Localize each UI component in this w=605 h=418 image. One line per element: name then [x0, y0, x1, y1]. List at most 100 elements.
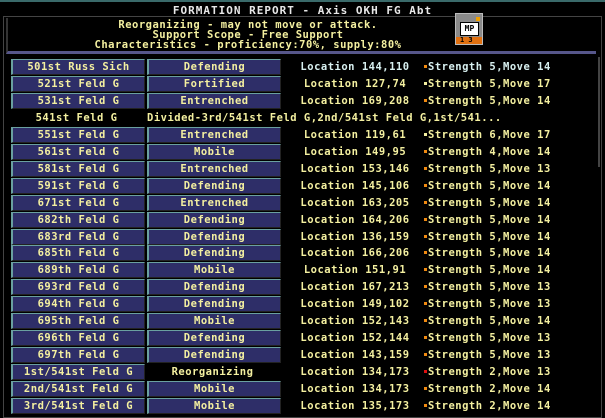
- unit-status-button[interactable]: Fortified: [147, 75, 281, 92]
- unit-location: Location 163,205: [300, 196, 410, 209]
- unit-name-button[interactable]: 3rd/541st Feld G: [11, 398, 145, 414]
- unit-strength: Strength 2,Move 14: [428, 400, 551, 412]
- unit-strength: Strength 5,Move 14: [428, 179, 551, 192]
- unit-strength: Strength 5,Move 14: [428, 315, 551, 328]
- unit-status-button[interactable]: Entrenched: [147, 194, 281, 211]
- unit-strength: Strength 5,Move 17: [428, 77, 551, 90]
- mp-unit-icon[interactable]: MP 1 3: [455, 13, 483, 45]
- formation-row[interactable]: 521st Feld G Fortified Location 127,74 Stre…: [11, 75, 601, 92]
- unit-strength: Strength 5,Move 14: [428, 247, 551, 260]
- unit-status-button[interactable]: Mobile: [147, 398, 281, 414]
- unit-strength: Strength 5,Move 14: [428, 94, 551, 107]
- unit-strength: Strength 5,Move 14: [428, 61, 551, 73]
- formation-row[interactable]: 2nd/541st Feld G Mobile Location 134,173 St…: [11, 381, 601, 398]
- unit-indicator-icon: [476, 17, 480, 21]
- unit-status-button[interactable]: Defending: [147, 330, 281, 347]
- formation-row[interactable]: 501st Russ Sich Defending Location 144,110…: [11, 59, 601, 75]
- unit-name[interactable]: 541st Feld G: [35, 111, 118, 124]
- status-bullet-icon: [424, 234, 427, 238]
- unit-name-button[interactable]: 2nd/541st Feld G: [11, 381, 145, 398]
- unit-status-button[interactable]: Entrenched: [147, 126, 281, 143]
- unit-name-button[interactable]: 501st Russ Sich: [11, 59, 145, 75]
- formation-row[interactable]: 561st Feld G Mobile Location 149,95 Strengt…: [11, 143, 601, 160]
- unit-status-button[interactable]: Defending: [147, 245, 281, 262]
- unit-strength: Strength 5,Move 14: [428, 230, 551, 243]
- status-bullet-icon: [424, 166, 427, 170]
- status-bullet-icon: [424, 65, 427, 68]
- unit-name-button[interactable]: 521st Feld G: [11, 75, 145, 92]
- unit-status-button[interactable]: Defending: [147, 228, 281, 245]
- unit-status-button[interactable]: Mobile: [147, 143, 281, 160]
- formation-row[interactable]: 551st Feld G Entrenched Location 119,61 Str…: [11, 126, 601, 143]
- unit-name-button[interactable]: 551st Feld G: [11, 126, 145, 143]
- unit-strength: Strength 5,Move 14: [428, 213, 551, 226]
- formation-row[interactable]: 531st Feld G Entrenched Location 169,208 St…: [11, 92, 601, 109]
- status-bullet-icon: [424, 285, 427, 289]
- formation-row[interactable]: 685th Feld G Defending Location 166,206 Str…: [11, 245, 601, 262]
- unit-status-button[interactable]: Defending: [147, 296, 281, 313]
- unit-name-button[interactable]: 697th Feld G: [11, 347, 145, 364]
- scrollbar[interactable]: [598, 57, 600, 167]
- unit-location: Location 145,106: [300, 179, 410, 192]
- unit-status-button[interactable]: Defending: [147, 59, 281, 75]
- unit-status-button[interactable]: Defending: [147, 279, 281, 296]
- formation-row[interactable]: 1st/541st Feld G Reorganizing Location 134…: [11, 364, 601, 381]
- unit-strength: Strength 5,Move 14: [428, 264, 551, 277]
- window-title: FORMATION REPORT - Axis OKH FG Abt: [172, 4, 433, 17]
- unit-name-button[interactable]: 561st Feld G: [11, 143, 145, 160]
- unit-name-button[interactable]: 694th Feld G: [11, 296, 145, 313]
- unit-strength: Strength 4,Move 14: [428, 145, 551, 158]
- unit-strength: Strength 5,Move 13: [428, 281, 551, 294]
- formation-row[interactable]: 696th Feld G Defending Location 152,144 Str…: [11, 330, 601, 347]
- status-bullet-icon: [424, 353, 427, 357]
- unit-location: Location 152,144: [300, 332, 410, 345]
- formation-row[interactable]: 682th Feld G Defending Location 164,206 Str…: [11, 211, 601, 228]
- unit-location: Location 134,173: [300, 383, 410, 396]
- unit-status-button[interactable]: Entrenched: [147, 160, 281, 177]
- formation-row[interactable]: 694th Feld G Defending Location 149,102 Str…: [11, 296, 601, 313]
- unit-name-button[interactable]: 1st/541st Feld G: [11, 364, 145, 381]
- unit-strength: Strength 2,Move 14: [428, 383, 551, 396]
- formation-row[interactable]: 581st Feld G Entrenched Location 153,146 St…: [11, 160, 601, 177]
- formation-row[interactable]: 683rd Feld G Defending Location 136,159 Str…: [11, 228, 601, 245]
- formation-row[interactable]: 591st Feld G Defending Location 145,106 Str…: [11, 177, 601, 194]
- unit-strength: Strength 5,Move 13: [428, 298, 551, 311]
- unit-name-button[interactable]: 591st Feld G: [11, 177, 145, 194]
- unit-name-button[interactable]: 689th Feld G: [11, 262, 145, 279]
- unit-location: Location 134,173: [300, 366, 410, 379]
- unit-status-button[interactable]: Defending: [147, 211, 281, 228]
- divided-info: Divided-3rd/541st Feld G,2nd/541st Feld …: [147, 111, 502, 124]
- status-bullet-icon: [424, 336, 427, 340]
- formation-row[interactable]: 693rd Feld G Defending Location 167,213 Str…: [11, 279, 601, 296]
- formation-row[interactable]: 689th Feld G Mobile Location 151,91 Strengt…: [11, 262, 601, 279]
- unit-strength: Strength 6,Move 17: [428, 128, 551, 141]
- unit-status-button[interactable]: Mobile: [147, 262, 281, 279]
- formation-row[interactable]: 541st Feld G Divided-3rd/541st Feld G,2nd…: [11, 110, 601, 126]
- formation-row[interactable]: 671st Feld G Entrenched Location 163,205 St…: [11, 194, 601, 211]
- mp-label: MP: [460, 22, 479, 36]
- unit-status-button[interactable]: Mobile: [147, 313, 281, 330]
- unit-name-button[interactable]: 693rd Feld G: [11, 279, 145, 296]
- unit-status-button[interactable]: Entrenched: [147, 92, 281, 109]
- unit-strength: Strength 5,Move 13: [428, 162, 551, 175]
- status-bullet-icon: [424, 370, 427, 374]
- unit-name-button[interactable]: 683rd Feld G: [11, 228, 145, 245]
- unit-location: Location 166,206: [300, 247, 410, 260]
- status-bullet-icon: [424, 302, 427, 306]
- unit-status-button[interactable]: Defending: [147, 177, 281, 194]
- unit-strength: Strength 5,Move 14: [428, 196, 551, 209]
- unit-name-button[interactable]: 685th Feld G: [11, 245, 145, 262]
- unit-location: Location 143,159: [300, 349, 410, 362]
- formation-row[interactable]: 697th Feld G Defending Location 143,159 Str…: [11, 347, 601, 364]
- unit-name-button[interactable]: 671st Feld G: [11, 194, 145, 211]
- unit-name-button[interactable]: 695th Feld G: [11, 313, 145, 330]
- unit-name-button[interactable]: 531st Feld G: [11, 92, 145, 109]
- formation-row[interactable]: 3rd/541st Feld G Mobile Location 135,173 St…: [11, 398, 601, 414]
- unit-status-button[interactable]: Mobile: [147, 381, 281, 398]
- status-bullet-icon: [424, 319, 427, 323]
- unit-status-button[interactable]: Defending: [147, 347, 281, 364]
- unit-name-button[interactable]: 682th Feld G: [11, 211, 145, 228]
- unit-name-button[interactable]: 696th Feld G: [11, 330, 145, 347]
- unit-name-button[interactable]: 581st Feld G: [11, 160, 145, 177]
- formation-row[interactable]: 695th Feld G Mobile Location 152,143 Streng…: [11, 313, 601, 330]
